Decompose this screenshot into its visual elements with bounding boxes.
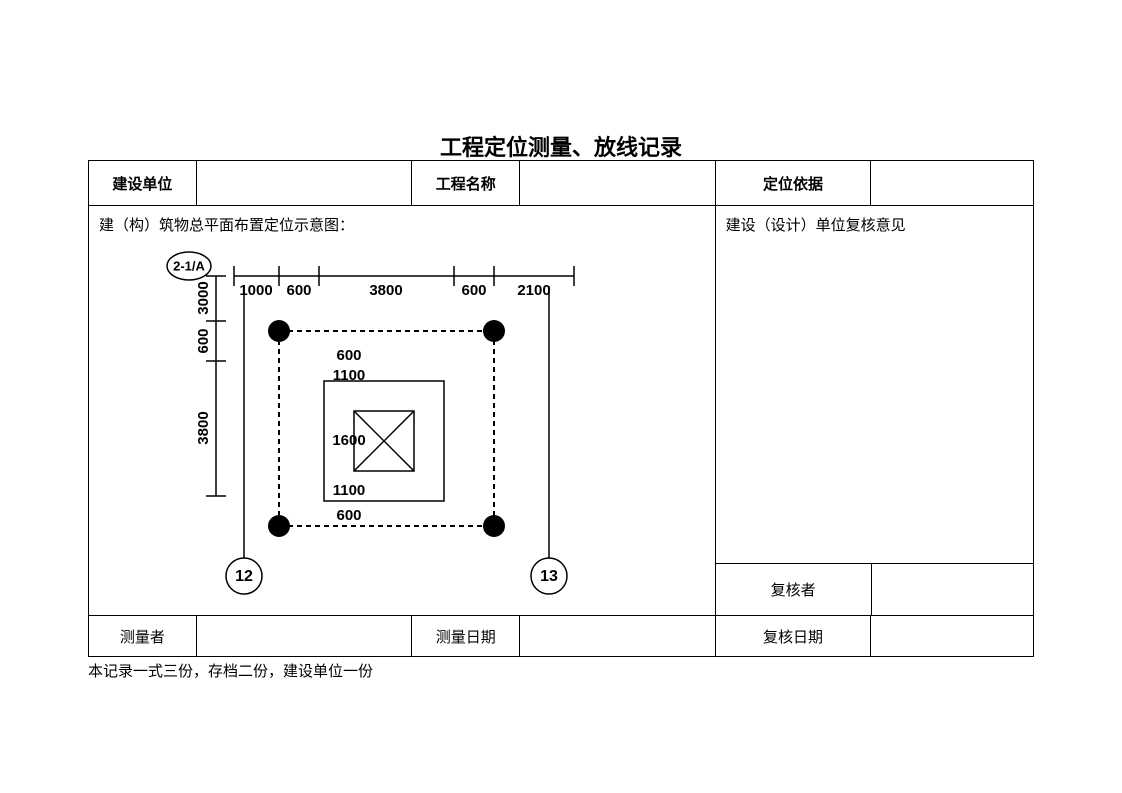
plan-diagram: 2-1/A 1000 600 3800 600 2100 [149, 236, 669, 606]
axis-12-label: 12 [235, 568, 253, 585]
axis-13-label: 13 [540, 568, 558, 585]
hdr-basis: 定位依据 [716, 161, 872, 205]
dim-left-0: 3000 [195, 281, 212, 314]
dim-top-3: 600 [461, 282, 486, 299]
ftr-surveyor-val [197, 616, 413, 656]
dim-top-4: 2100 [517, 282, 550, 299]
dim-top-1: 600 [286, 282, 311, 299]
ftr-review-date: 复核日期 [716, 616, 872, 656]
dim-top-2: 3800 [369, 282, 402, 299]
header-row: 建设单位 工程名称 定位依据 [89, 161, 1033, 206]
ftr-survey-date: 测量日期 [412, 616, 520, 656]
ftr-survey-date-val [520, 616, 716, 656]
column-dot [483, 320, 505, 342]
dim-inner-1100b: 1100 [333, 482, 366, 499]
hdr-basis-val [871, 161, 1033, 205]
page-title: 工程定位测量、放线记录 [0, 130, 1122, 162]
dim-inner-top600: 600 [336, 347, 361, 364]
dim-inner-1600: 1600 [332, 432, 365, 449]
dim-left-1: 600 [195, 328, 212, 353]
dim-left-2: 3800 [195, 411, 212, 444]
column-dot [483, 515, 505, 537]
footer-row: 测量者 测量日期 复核日期 [89, 616, 1033, 656]
column-dot [268, 320, 290, 342]
diagram-title: 建（构）筑物总平面布置定位示意图： [99, 214, 354, 235]
column-dot [268, 515, 290, 537]
grid-ref-label: 2-1/A [173, 258, 205, 273]
diagram-cell: 建（构）筑物总平面布置定位示意图： 2-1/A 1000 [89, 206, 716, 615]
hdr-project-name-val [520, 161, 716, 205]
reviewer-row: 复核者 [716, 563, 1034, 615]
hdr-construction-unit-val [197, 161, 413, 205]
ftr-review-date-val [871, 616, 1033, 656]
body-row: 建（构）筑物总平面布置定位示意图： 2-1/A 1000 [89, 206, 1033, 616]
opinion-title: 建设（设计）单位复核意见 [726, 214, 906, 235]
reviewer-value [872, 564, 1034, 615]
ftr-surveyor: 测量者 [89, 616, 197, 656]
record-table: 建设单位 工程名称 定位依据 建（构）筑物总平面布置定位示意图： 2-1/A [88, 160, 1034, 657]
diagram-svg-wrap: 2-1/A 1000 600 3800 600 2100 [149, 236, 669, 606]
reviewer-label: 复核者 [716, 564, 872, 615]
hdr-project-name: 工程名称 [412, 161, 520, 205]
dim-inner-bot600: 600 [336, 507, 361, 524]
dim-inner-1100a: 1100 [333, 367, 366, 384]
opinion-cell: 建设（设计）单位复核意见 复核者 [716, 206, 1033, 615]
footnote: 本记录一式三份，存档二份，建设单位一份 [88, 660, 373, 681]
hdr-construction-unit: 建设单位 [89, 161, 197, 205]
